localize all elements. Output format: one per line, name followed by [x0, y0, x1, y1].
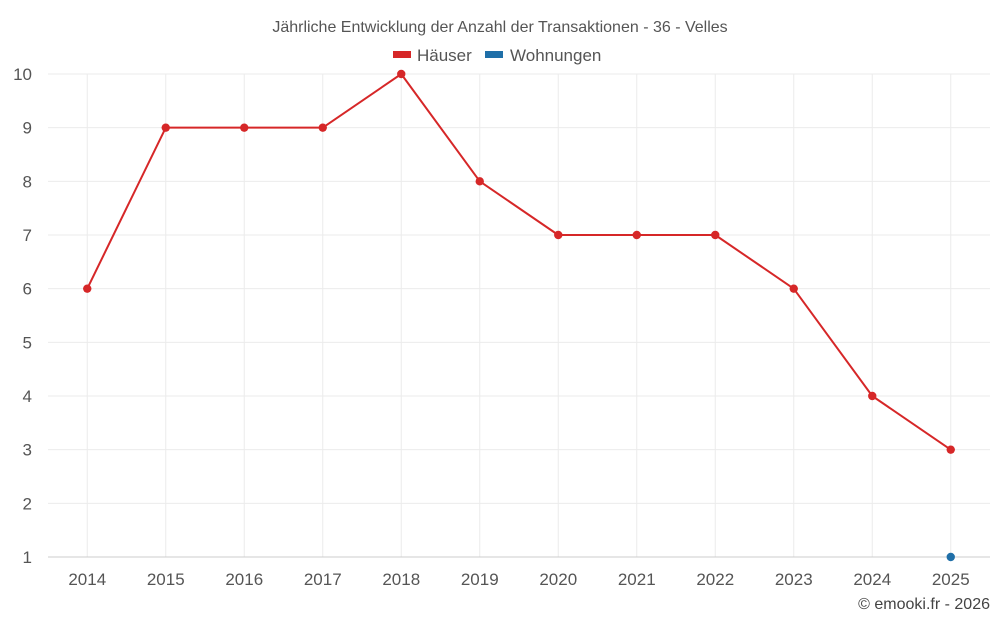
data-point[interactable] — [475, 177, 484, 186]
data-point[interactable] — [83, 284, 92, 293]
x-tick-label: 2016 — [225, 570, 263, 589]
x-gridlines — [86, 74, 952, 557]
data-point[interactable] — [318, 123, 327, 132]
data-point[interactable] — [946, 552, 955, 562]
x-tick-label: 2014 — [68, 570, 106, 589]
y-tick-label: 10 — [13, 65, 32, 84]
series-line — [86, 73, 952, 451]
series-0 — [83, 69, 955, 454]
legend-label-haeuser[interactable]: Häuser — [417, 46, 472, 65]
data-point[interactable] — [240, 123, 249, 132]
y-tick-label: 8 — [23, 172, 32, 191]
y-tick-label: 2 — [23, 494, 32, 513]
series-layer — [83, 69, 955, 562]
y-tick-label: 3 — [23, 441, 32, 460]
x-tick-label: 2017 — [304, 570, 342, 589]
x-tick-label: 2022 — [696, 570, 734, 589]
data-point[interactable] — [711, 230, 720, 240]
x-tick-label: 2015 — [147, 570, 185, 589]
y-gridlines — [48, 73, 990, 504]
legend-swatch-haeuser — [393, 51, 411, 58]
x-tick-label: 2025 — [932, 570, 970, 589]
y-tick-label: 7 — [23, 226, 32, 245]
legend: Häuser Wohnungen — [393, 46, 601, 65]
data-point[interactable] — [632, 230, 641, 240]
x-tick-label: 2019 — [461, 570, 499, 589]
legend-label-wohnungen[interactable]: Wohnungen — [510, 46, 601, 65]
chart-title: Jährliche Entwicklung der Anzahl der Tra… — [272, 19, 727, 36]
legend-swatch-wohnungen — [485, 51, 503, 58]
series-1 — [946, 552, 955, 562]
x-tick-label: 2021 — [618, 570, 656, 589]
x-tick-label: 2020 — [539, 570, 577, 589]
y-tick-label: 5 — [23, 333, 32, 352]
y-tick-label: 6 — [23, 280, 32, 299]
x-axis-ticks: 2014 2015 2016 2017 2018 2019 2020 2021 2022 2023… — [68, 570, 969, 589]
x-tick-label: 2024 — [853, 570, 891, 589]
data-point[interactable] — [868, 391, 877, 401]
data-point[interactable] — [554, 230, 563, 240]
y-tick-label: 1 — [23, 548, 32, 567]
data-point[interactable] — [946, 445, 955, 454]
x-tick-label: 2018 — [382, 570, 420, 589]
y-tick-label: 9 — [23, 119, 32, 138]
y-tick-label: 4 — [23, 387, 32, 406]
data-point[interactable] — [161, 123, 170, 132]
x-tick-label: 2023 — [775, 570, 813, 589]
data-point[interactable] — [397, 69, 406, 79]
data-point[interactable] — [789, 284, 798, 293]
credit-text: © emooki.fr - 2026 — [858, 596, 990, 613]
y-axis-ticks: 1 2 3 4 5 6 7 8 9 10 — [13, 65, 32, 567]
